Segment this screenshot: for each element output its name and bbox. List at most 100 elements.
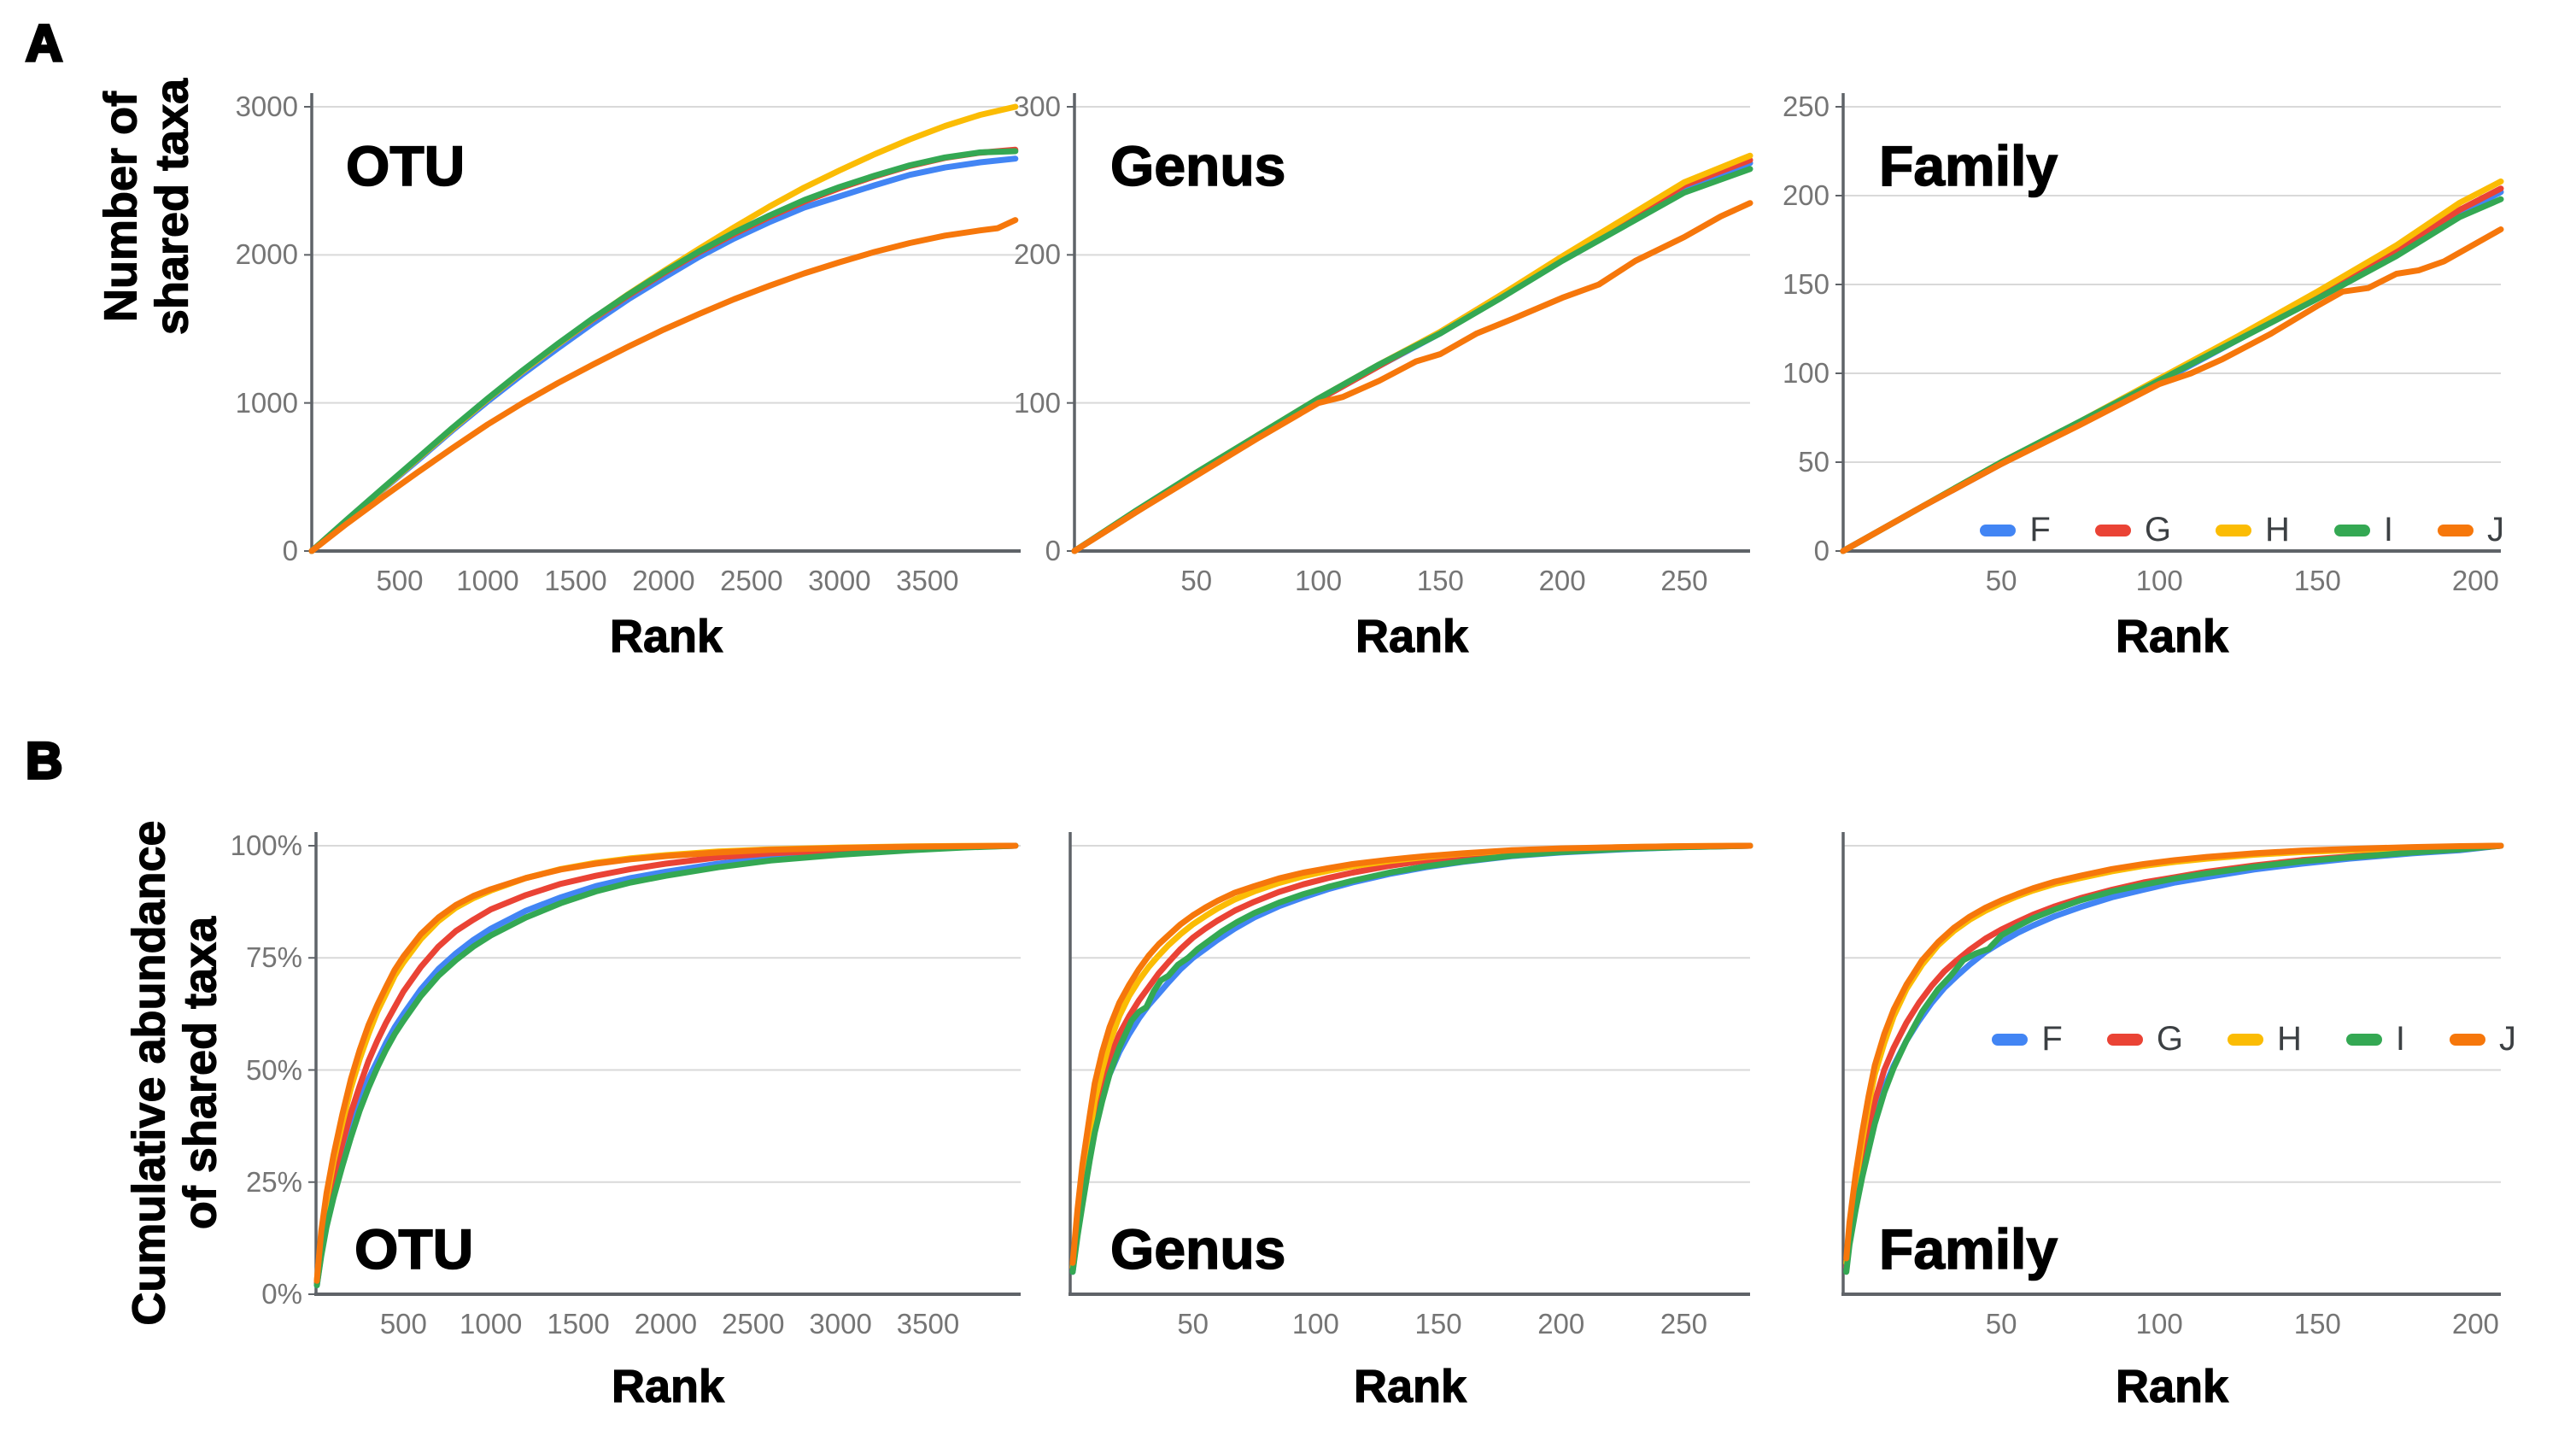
legend-swatch-F	[1992, 1033, 2029, 1046]
x-tick-label: 100	[1295, 565, 1343, 596]
series-line-I	[1069, 842, 1753, 1275]
b-genus-x-axis-label: Rank	[1353, 1360, 1467, 1412]
series-line-J	[1843, 842, 2504, 1262]
x-tick-label: 100	[2135, 565, 2183, 596]
legend-swatch-I	[2345, 1033, 2382, 1046]
chart-a-genus	[1067, 93, 1753, 554]
legend-swatch-J	[2438, 524, 2474, 536]
y-tick-label: 200	[1782, 179, 1830, 211]
legend-label: J	[2499, 1020, 2516, 1058]
series-line-J	[1071, 200, 1753, 554]
x-tick-label: 2000	[632, 565, 695, 596]
legend-item-H: H	[2215, 511, 2290, 549]
legend-label: F	[2029, 511, 2051, 548]
legend-row-a: F G H I J	[1980, 511, 2504, 549]
x-tick-label: 3500	[896, 565, 959, 596]
x-tick-label: 50	[1180, 565, 1213, 596]
x-tick-label: 200	[2451, 565, 2499, 596]
a-otu-x-axis-label: Rank	[609, 610, 723, 662]
chart-b-otu	[308, 832, 1021, 1296]
a-genus-x-axis-label: Rank	[1355, 610, 1469, 662]
chart-a-family	[1835, 93, 2504, 554]
legend-label: I	[2383, 511, 2393, 548]
series-line-F	[1071, 160, 1753, 554]
panel-b-family-title: Family	[1878, 1216, 2058, 1281]
y-tick-label: 1000	[235, 386, 298, 419]
legend-label: J	[2487, 511, 2504, 548]
series-line-G	[308, 146, 1019, 554]
panel-b-genus-title: Genus	[1109, 1216, 1286, 1281]
x-tick-label: 250	[1660, 1308, 1707, 1340]
y-tick-label: 200	[1013, 238, 1061, 271]
series-line-I	[308, 148, 1019, 554]
series-line-H	[313, 842, 1019, 1284]
x-tick-label: 150	[1416, 565, 1464, 596]
x-tick-label: 1000	[456, 565, 519, 596]
y-tick-label: 300	[1013, 91, 1061, 122]
a-family-x-axis-label: Rank	[2115, 610, 2229, 662]
legend-label: H	[2264, 511, 2290, 548]
legend-label: G	[2144, 511, 2171, 548]
legend-item-J: J	[2450, 1020, 2516, 1058]
legend-swatch-H	[2215, 524, 2251, 536]
x-tick-label: 1500	[544, 565, 607, 596]
panel-a-otu-title: OTU	[345, 133, 465, 198]
x-tick-label: 3000	[809, 1308, 872, 1340]
x-tick-label: 50	[1177, 1308, 1209, 1340]
legend-swatch-G	[2106, 1033, 2143, 1046]
series-line-G	[1069, 842, 1753, 1270]
chart-a-otu	[304, 93, 1021, 554]
legend-item-F: F	[1980, 511, 2051, 549]
y-tick-label: 50%	[245, 1053, 302, 1086]
x-tick-label: 100	[1291, 1308, 1339, 1340]
series-line-G	[1071, 156, 1753, 554]
x-tick-label: 500	[376, 565, 424, 596]
x-tick-label: 2000	[634, 1308, 698, 1340]
x-tick-label: 200	[1537, 1308, 1585, 1340]
y-tick-label: 100	[1013, 386, 1061, 419]
legend-swatch-F	[1980, 524, 2017, 536]
series-line-J	[1840, 226, 2504, 554]
y-tick-label: 100%	[230, 830, 302, 861]
panel-b-label: B	[24, 730, 64, 791]
legend-swatch-I	[2333, 524, 2370, 536]
panel-a-family-title: Family	[1878, 133, 2058, 198]
legend-swatch-H	[2227, 1033, 2263, 1046]
y-tick-label: 100	[1782, 357, 1830, 389]
series-line-J	[313, 842, 1019, 1284]
series-line-H	[1069, 842, 1753, 1270]
series-line-F	[1069, 842, 1753, 1275]
y-tick-label: 50	[1798, 446, 1830, 478]
series-line-J	[308, 217, 1019, 554]
y-tick-label: 250	[1782, 91, 1830, 122]
panel-a-label: A	[24, 13, 64, 73]
series-line-J	[1069, 842, 1753, 1266]
series-line-F	[308, 155, 1019, 554]
legend-row-b: F G H I J	[1992, 1020, 2516, 1058]
legend-item-H: H	[2227, 1020, 2302, 1058]
x-tick-label: 150	[2293, 565, 2341, 596]
y-tick-label: 25%	[245, 1165, 302, 1198]
legend-item-G: G	[2106, 1020, 2183, 1058]
y-tick-label: 75%	[245, 941, 302, 974]
y-tick-label: 0%	[261, 1278, 302, 1310]
y-tick-label: 0	[1813, 535, 1830, 566]
x-tick-label: 100	[2135, 1308, 2183, 1340]
panel-b-otu-title: OTU	[354, 1216, 474, 1281]
y-tick-label: 2000	[235, 238, 298, 271]
b-family-x-axis-label: Rank	[2115, 1360, 2229, 1412]
legend-swatch-J	[2450, 1033, 2485, 1046]
x-tick-label: 200	[1538, 565, 1586, 596]
legend-label: H	[2276, 1020, 2302, 1058]
x-tick-label: 200	[2451, 1308, 2499, 1340]
y-tick-label: 3000	[235, 91, 298, 122]
y-tick-label: 0	[1045, 535, 1061, 566]
b-otu-x-axis-label: Rank	[611, 1360, 725, 1412]
series-line-I	[1071, 166, 1753, 554]
series-line-G	[313, 842, 1019, 1287]
legend-item-G: G	[2094, 511, 2171, 549]
legend-item-I: I	[2333, 511, 2393, 549]
legend-label: F	[2041, 1020, 2063, 1058]
